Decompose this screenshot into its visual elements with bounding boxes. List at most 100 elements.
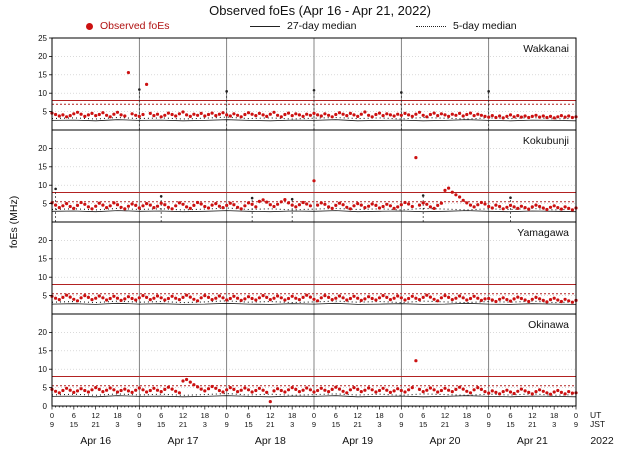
year-label: 2022	[590, 435, 614, 447]
observed-dot	[552, 204, 556, 208]
observed-dot	[232, 294, 236, 298]
observed-dot	[185, 113, 189, 117]
spike-dot	[312, 88, 316, 92]
observed-dot	[450, 390, 454, 394]
observed-dot	[490, 114, 494, 118]
observed-dot	[407, 388, 411, 392]
jst-unit-label: JST	[590, 419, 605, 429]
observed-dot	[155, 112, 160, 116]
observed-dot	[86, 390, 90, 394]
observed-dot	[152, 206, 156, 210]
observed-dot	[432, 388, 436, 392]
observed-dot	[97, 387, 101, 391]
observed-dot	[559, 390, 564, 394]
observed-dot	[490, 206, 494, 210]
observed-dot	[239, 388, 243, 392]
observed-dot	[265, 390, 269, 394]
observed-dot	[377, 296, 382, 300]
date-label: Apr 17	[168, 435, 199, 447]
observed-dot	[225, 203, 229, 207]
observed-dot	[243, 204, 247, 208]
observed-dot	[210, 298, 214, 302]
observed-dot	[83, 202, 87, 206]
observed-dot	[232, 387, 236, 391]
observed-dot	[155, 294, 160, 298]
observed-dot	[570, 115, 575, 120]
observed-dot	[327, 295, 331, 299]
observed-dot	[345, 205, 349, 209]
observed-dot	[148, 111, 152, 115]
observed-dot	[436, 299, 440, 303]
observed-dot	[567, 206, 571, 210]
jst-tick-label: 21	[353, 420, 361, 429]
observed-dot	[105, 206, 109, 210]
observed-dot	[203, 389, 207, 393]
y-tick-label: 10	[38, 365, 47, 374]
jst-tick-label: 9	[225, 420, 229, 429]
observed-dot	[86, 113, 90, 117]
observed-dot	[257, 296, 261, 300]
observed-dot	[410, 114, 414, 118]
observed-dot	[246, 201, 251, 205]
ut-tick-label: 0	[399, 411, 403, 420]
legend-5day-label: 5-day median	[453, 20, 517, 32]
observed-dot	[461, 198, 465, 202]
observed-dot	[512, 391, 516, 396]
observed-dot	[548, 114, 553, 118]
observed-dot	[163, 387, 167, 391]
observed-dot	[279, 296, 283, 300]
observed-dot	[196, 113, 200, 117]
observed-dot	[123, 114, 127, 118]
observed-dot	[461, 296, 465, 300]
observed-dot	[501, 116, 505, 120]
observed-dot	[225, 298, 229, 302]
observed-dot	[257, 111, 261, 115]
observed-dot	[534, 295, 538, 299]
observed-dot	[570, 300, 575, 304]
observed-dot	[341, 389, 345, 393]
legend-solid-line-icon	[250, 25, 280, 27]
ut-tick-label: 6	[159, 411, 163, 420]
observed-dot	[356, 202, 360, 206]
observed-dot	[210, 111, 214, 115]
observed-dot	[519, 296, 524, 301]
observed-dot	[377, 206, 382, 210]
observed-dot	[188, 114, 192, 118]
observed-dot	[217, 388, 221, 393]
observed-dot	[414, 112, 418, 116]
observed-dot	[458, 294, 462, 298]
observed-dot	[367, 113, 371, 117]
observed-dot	[286, 111, 291, 115]
observed-dot	[236, 205, 240, 209]
jst-tick-label: 9	[487, 420, 491, 429]
observed-dot	[112, 112, 116, 116]
observed-dot	[468, 296, 473, 301]
observed-dot	[225, 388, 229, 392]
y-tick-label: 5	[43, 199, 48, 208]
observed-dot	[210, 384, 214, 389]
observed-dot	[239, 298, 243, 302]
observed-dot	[97, 112, 101, 117]
observed-dot	[308, 113, 312, 117]
observed-dot	[396, 112, 400, 116]
observed-dot	[385, 112, 389, 116]
observed-dot	[68, 204, 72, 209]
y-tick-label: 0	[43, 402, 48, 411]
spike-dot	[159, 194, 163, 198]
observed-dot	[159, 201, 163, 205]
observed-dot	[297, 203, 301, 207]
observed-dot	[185, 377, 189, 382]
y-tick-label: 20	[38, 236, 47, 245]
y-tick-label: 5	[43, 291, 48, 300]
observed-dot	[454, 387, 458, 391]
ut-tick-label: 12	[91, 411, 99, 420]
observed-dot	[254, 388, 258, 393]
observed-dot	[417, 203, 422, 207]
observed-dot	[316, 299, 320, 303]
observed-dot	[119, 205, 123, 209]
jst-tick-label: 15	[244, 420, 252, 429]
observed-dot	[319, 201, 323, 205]
observed-dot	[538, 204, 542, 209]
observed-dot	[359, 203, 363, 207]
